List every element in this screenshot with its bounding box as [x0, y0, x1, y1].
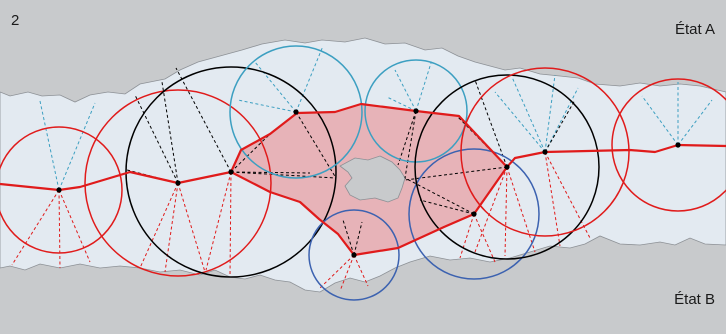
spokes-red [11, 151, 591, 292]
figure-number: 2 [11, 12, 20, 29]
node [293, 109, 299, 115]
circle-blue-2 [408, 148, 540, 280]
node [228, 169, 234, 175]
path-loop-upper [229, 102, 508, 173]
spokes-teal [39, 45, 713, 191]
node [471, 211, 477, 217]
spokes-black [126, 67, 576, 256]
node [504, 164, 510, 170]
circle-red-3 [460, 67, 630, 237]
circle-teal-2 [364, 59, 468, 163]
loop-hole [339, 155, 406, 203]
circle-teal-1 [229, 45, 363, 179]
state-a-label: État A [674, 21, 715, 38]
circle-red-1 [0, 126, 123, 254]
node [542, 149, 548, 155]
node [175, 180, 181, 186]
circle-blue-1 [308, 209, 400, 301]
nodes [56, 108, 681, 258]
node [56, 187, 62, 193]
path-main-left [0, 170, 232, 192]
node [351, 252, 357, 258]
circle-black-2 [414, 74, 600, 260]
node [675, 142, 681, 148]
node [413, 108, 419, 114]
circle-red-4 [611, 78, 726, 212]
path-loop-lower [230, 166, 508, 257]
circle-black-1 [125, 66, 337, 278]
circle-red-2 [84, 89, 272, 277]
state-b-label: État B [674, 291, 715, 308]
